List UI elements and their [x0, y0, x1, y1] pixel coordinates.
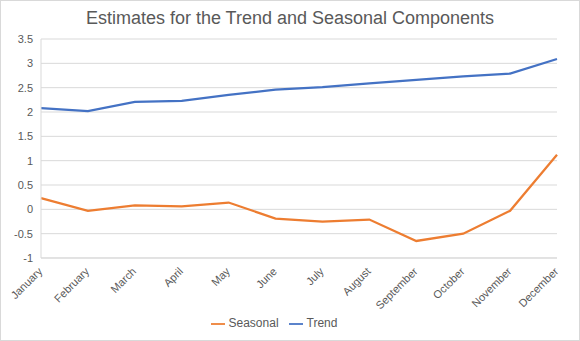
svg-text:2: 2	[27, 106, 33, 118]
svg-text:October: October	[430, 265, 466, 301]
svg-text:April: April	[161, 265, 185, 289]
svg-text:0.5: 0.5	[18, 179, 33, 191]
svg-text:-0.5: -0.5	[14, 228, 33, 240]
svg-text:March: March	[108, 265, 138, 295]
html-text:Seasonal: Seasonal	[228, 316, 279, 330]
svg-text:December: December	[516, 265, 561, 310]
svg-text:3.5: 3.5	[18, 35, 33, 45]
svg-text:July: July	[304, 265, 327, 288]
svg-text:January: January	[8, 265, 45, 302]
svg-text:1.5: 1.5	[18, 130, 33, 142]
html-text:Trend: Trend	[306, 316, 338, 330]
html-text:Estimates for the Trend and Se: Estimates for the Trend and Seasonal Com…	[85, 8, 495, 28]
svg-text:May: May	[209, 265, 233, 289]
svg-text:August: August	[340, 265, 373, 298]
svg-text:February: February	[52, 265, 92, 305]
svg-text:3: 3	[27, 57, 33, 69]
svg-text:2.5: 2.5	[18, 82, 33, 94]
svg-text:1: 1	[27, 155, 33, 167]
svg-text:-1: -1	[23, 252, 33, 264]
svg-text:0: 0	[27, 203, 33, 215]
svg-text:November: November	[469, 265, 514, 310]
svg-text:September: September	[373, 265, 420, 312]
svg-text:June: June	[254, 265, 279, 290]
